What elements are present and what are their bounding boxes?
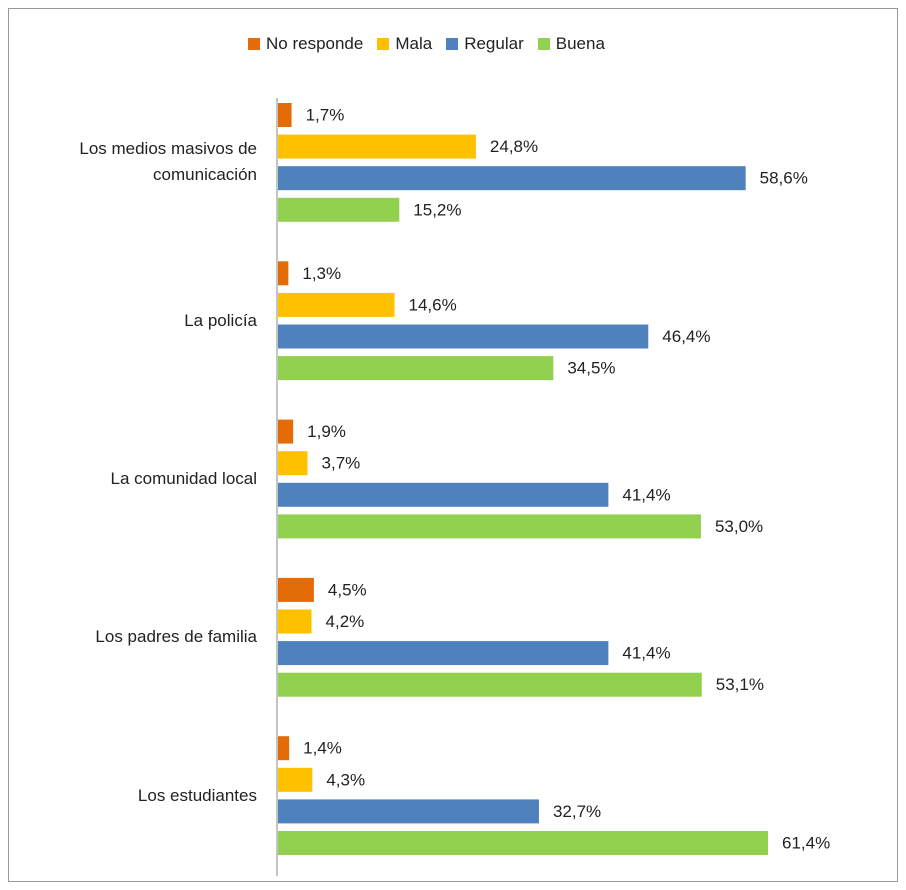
legend-swatch <box>248 38 260 50</box>
category-label: Los medios masivos de comunicación <box>79 139 257 185</box>
bar <box>278 134 476 159</box>
legend-label: Regular <box>464 34 524 53</box>
data-label: 1,7% <box>306 105 345 124</box>
data-label: 46,4% <box>662 327 710 346</box>
bar <box>278 103 292 127</box>
legend-swatch <box>446 38 459 50</box>
bar <box>278 514 701 539</box>
bar <box>278 261 289 286</box>
data-label: 53,1% <box>716 675 764 694</box>
data-label: 4,2% <box>326 612 365 631</box>
legend-swatch <box>377 38 390 50</box>
legend: No responde Mala Regular Buena <box>248 34 605 54</box>
bar <box>278 292 395 317</box>
legend-label: No responde <box>266 34 364 53</box>
data-label: 61,4% <box>782 833 830 852</box>
legend-item: Mala <box>377 34 432 54</box>
bar <box>278 324 649 349</box>
legend-label: Mala <box>395 34 433 53</box>
bar <box>278 767 313 792</box>
bar <box>278 356 554 381</box>
bar <box>278 736 290 761</box>
data-label: 1,3% <box>302 264 341 283</box>
bar <box>278 672 702 697</box>
bar <box>278 197 400 222</box>
bar <box>278 451 308 476</box>
data-label: 41,4% <box>622 485 670 504</box>
data-label: 41,4% <box>622 644 670 663</box>
data-label: 4,3% <box>326 770 365 789</box>
category-label: Los estudiantes <box>137 785 257 805</box>
category-label: La policía <box>184 310 257 330</box>
bar <box>278 166 746 191</box>
legend-label: Buena <box>555 34 605 53</box>
data-label: 1,4% <box>303 739 342 758</box>
legend-item: No responde <box>248 34 363 54</box>
data-label: 14,6% <box>409 295 457 314</box>
data-label: 3,7% <box>322 454 361 473</box>
data-label: 15,2% <box>413 200 461 219</box>
data-label: 53,0% <box>715 517 763 536</box>
category-label: La comunidad local <box>110 469 257 488</box>
bar <box>278 641 609 666</box>
bar <box>278 799 539 824</box>
data-label: 34,5% <box>567 359 615 378</box>
data-label: 4,5% <box>328 580 367 599</box>
bar <box>278 419 294 444</box>
bar <box>278 831 768 855</box>
legend-swatch <box>537 38 550 50</box>
data-label: 1,9% <box>307 422 346 441</box>
data-label: 24,8% <box>490 137 538 156</box>
chart-border <box>8 8 898 882</box>
bar <box>278 577 314 602</box>
data-label: 58,6% <box>760 169 808 188</box>
bar <box>278 609 312 634</box>
category-label: Los padres de familia <box>95 627 257 647</box>
data-label: 32,7% <box>553 802 601 821</box>
legend-item: Buena <box>537 34 605 54</box>
bar <box>278 482 609 507</box>
legend-item: Regular <box>446 34 524 54</box>
